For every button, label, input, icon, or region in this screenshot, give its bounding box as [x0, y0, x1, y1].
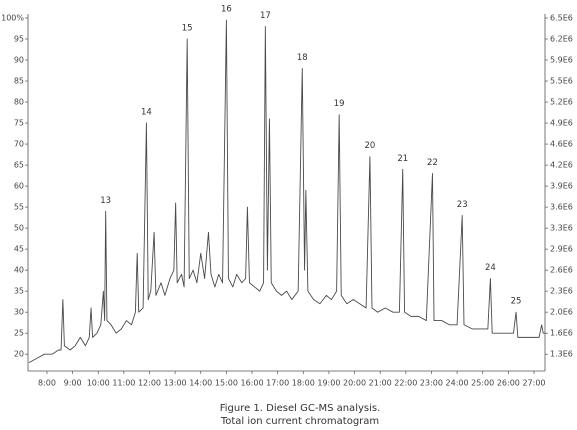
y2-tick-label: 5.5E6 — [550, 77, 573, 86]
y2-tick-label: 6.2E6 — [550, 35, 573, 44]
x-tick-label: 13:00 — [164, 379, 187, 388]
y-tick-label: 25 — [14, 329, 24, 338]
x-tick-label: 27:00 — [522, 379, 545, 388]
y-tick-label: 100% — [1, 14, 24, 23]
y-tick-label: 70 — [14, 140, 24, 149]
y2-tick-label: 4.2E6 — [550, 161, 573, 170]
y2-tick-label: 2.6E6 — [550, 266, 573, 275]
y-tick-label: 30 — [14, 308, 24, 317]
y2-tick-label: 3.9E6 — [550, 182, 573, 191]
y-tick-label: 50 — [14, 224, 24, 233]
y-tick-label: 95 — [14, 35, 24, 44]
y2-tick-label: 5.9E6 — [550, 56, 573, 65]
caption: Figure 1. Diesel GC-MS analysis. — [220, 403, 381, 414]
peak-label: 14 — [141, 108, 152, 118]
y-tick-label: 80 — [14, 98, 24, 107]
x-tick-label: 26:00 — [497, 379, 520, 388]
y-tick-label: 60 — [14, 182, 24, 191]
y-tick-label: 35 — [14, 287, 24, 296]
y2-tick-label: 3.6E6 — [550, 203, 573, 212]
y-tick-label: 85 — [14, 77, 24, 86]
peak-label: 19 — [334, 99, 345, 109]
peak-label: 21 — [397, 154, 408, 164]
trace — [28, 19, 545, 363]
peak-label: 16 — [221, 5, 232, 15]
peak-label: 18 — [297, 53, 308, 63]
x-tick-label: 10:00 — [87, 379, 110, 388]
peak-label: 22 — [427, 158, 438, 168]
peak-label: 24 — [485, 263, 496, 273]
x-tick-label: 11:00 — [112, 379, 135, 388]
x-tick-label: 24:00 — [446, 379, 469, 388]
peak-label: 25 — [511, 297, 522, 307]
x-tick-label: 14:00 — [189, 379, 212, 388]
y-tick-label: 90 — [14, 56, 24, 65]
y-tick-label: 75 — [14, 119, 24, 128]
y2-tick-label: 2.9E6 — [550, 245, 573, 254]
y2-tick-label: 4.9E6 — [550, 119, 573, 128]
peak-label: 20 — [365, 141, 376, 151]
y-tick-label: 45 — [14, 245, 24, 254]
peak-label: 23 — [457, 200, 468, 210]
y2-tick-label: 4.6E6 — [550, 140, 573, 149]
x-tick-label: 25:00 — [471, 379, 494, 388]
x-tick-label: 18:00 — [292, 379, 315, 388]
caption: Total ion current chromatogram — [220, 416, 379, 427]
x-tick-label: 22:00 — [394, 379, 417, 388]
y-tick-label: 40 — [14, 266, 24, 275]
peak-label: 13 — [100, 196, 111, 206]
y2-tick-label: 1.3E6 — [550, 350, 573, 359]
peak-label: 17 — [260, 11, 271, 21]
y2-tick-label: 2.3E6 — [550, 287, 573, 296]
x-tick-label: 23:00 — [420, 379, 443, 388]
y2-tick-label: 5.2E6 — [550, 98, 573, 107]
x-tick-label: 20:00 — [343, 379, 366, 388]
y-tick-label: 20 — [14, 350, 24, 359]
x-tick-label: 19:00 — [317, 379, 340, 388]
x-tick-label: 15:00 — [215, 379, 238, 388]
y-tick-label: 55 — [14, 203, 24, 212]
x-tick-label: 17:00 — [266, 379, 289, 388]
y2-tick-label: 2.0E6 — [550, 308, 573, 317]
x-tick-label: 12:00 — [138, 379, 161, 388]
y2-tick-label: 6.5E6 — [550, 14, 573, 23]
y2-tick-label: 1.6E6 — [550, 329, 573, 338]
peak-label: 15 — [182, 24, 193, 34]
x-tick-label: 16:00 — [240, 379, 263, 388]
y2-tick-label: 3.3E6 — [550, 224, 573, 233]
y-tick-label: 65 — [14, 161, 24, 170]
x-tick-label: 21:00 — [369, 379, 392, 388]
x-tick-label: 9:00 — [64, 379, 82, 388]
x-tick-label: 8:00 — [38, 379, 56, 388]
